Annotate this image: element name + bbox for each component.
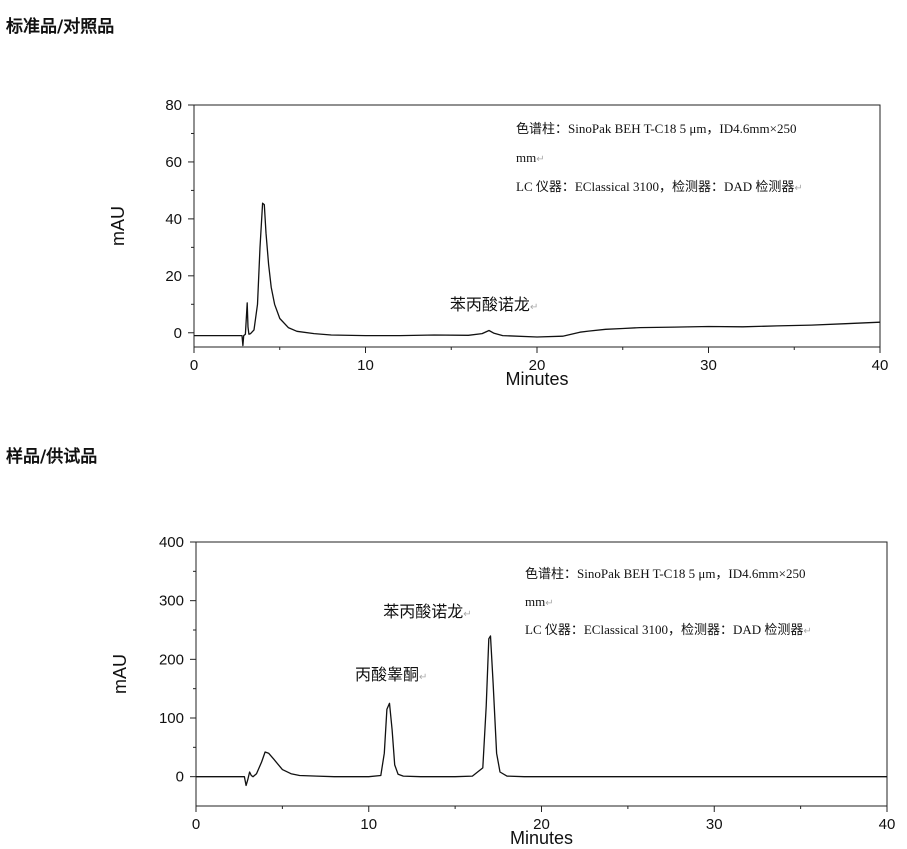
return-mark: ↵ <box>803 626 811 637</box>
y-tick-label: 40 <box>165 211 182 228</box>
peak-label: 苯丙酸诺龙↵ <box>383 602 471 621</box>
x-tick-label: 10 <box>360 816 377 833</box>
x-tick-label: 30 <box>706 816 723 833</box>
x-tick-label: 0 <box>190 357 198 374</box>
y-tick-label: 200 <box>159 651 184 668</box>
x-tick-label: 40 <box>879 816 896 833</box>
y-tick-label: 400 <box>159 534 184 551</box>
peak-label: 丙酸睾酮↵ <box>355 665 427 684</box>
section-title-standard: 标准品/对照品 <box>6 17 115 37</box>
x-tick-label: 30 <box>700 357 717 374</box>
y-tick-label: 20 <box>165 268 182 285</box>
x-axis-title: Minutes <box>510 828 573 848</box>
y-axis-title: mAU <box>110 654 130 694</box>
plot-frame <box>195 541 888 807</box>
return-mark: ↵ <box>419 672 427 683</box>
chromatogram-trace <box>194 202 881 347</box>
x-tick-label: 10 <box>357 357 374 374</box>
x-tick-label: 0 <box>192 816 200 833</box>
x-tick-label: 20 <box>533 816 550 833</box>
return-mark: ↵ <box>536 154 544 165</box>
return-mark: ↵ <box>545 598 553 609</box>
return-mark: ↵ <box>530 302 538 313</box>
column-info-note: LC 仪器：EClassical 3100，检测器：DAD 检测器↵ <box>516 179 803 194</box>
column-info-note: mm↵ <box>516 150 545 165</box>
section-title-sample: 样品/供试品 <box>6 447 98 467</box>
column-info-note: 色谱柱：SinoPak BEH T-C18 5 μm，ID4.6mm×250 <box>525 566 805 581</box>
x-axis-title: Minutes <box>505 369 568 389</box>
y-axis-title: mAU <box>108 206 128 246</box>
y-tick-label: 60 <box>165 154 182 171</box>
y-tick-label: 300 <box>159 593 184 610</box>
chromatogram-trace <box>196 635 887 787</box>
return-mark: ↵ <box>794 183 802 194</box>
return-mark: ↵ <box>463 609 471 620</box>
peak-label: 苯丙酸诺龙↵ <box>450 295 538 314</box>
x-tick-label: 40 <box>872 357 889 374</box>
column-info-note: mm↵ <box>525 594 554 609</box>
y-tick-label: 100 <box>159 710 184 727</box>
y-tick-label: 0 <box>176 769 184 786</box>
x-tick-label: 20 <box>529 357 546 374</box>
chromatogram-chart-standard: 0 20 40 60 80 0 10 20 30 40 Minutes mAU 色谱柱：SinoPak … <box>108 97 889 389</box>
y-tick-label: 0 <box>174 325 182 342</box>
column-info-note: 色谱柱：SinoPak BEH T-C18 5 μm，ID4.6mm×250 <box>516 121 796 136</box>
chromatogram-chart-sample: 0 100 200 300 400 0 10 20 30 40 Minutes mAU 色谱柱：Sino… <box>110 534 896 848</box>
column-info-note: LC 仪器：EClassical 3100，检测器：DAD 检测器↵ <box>525 622 812 637</box>
y-tick-label: 80 <box>165 97 182 114</box>
